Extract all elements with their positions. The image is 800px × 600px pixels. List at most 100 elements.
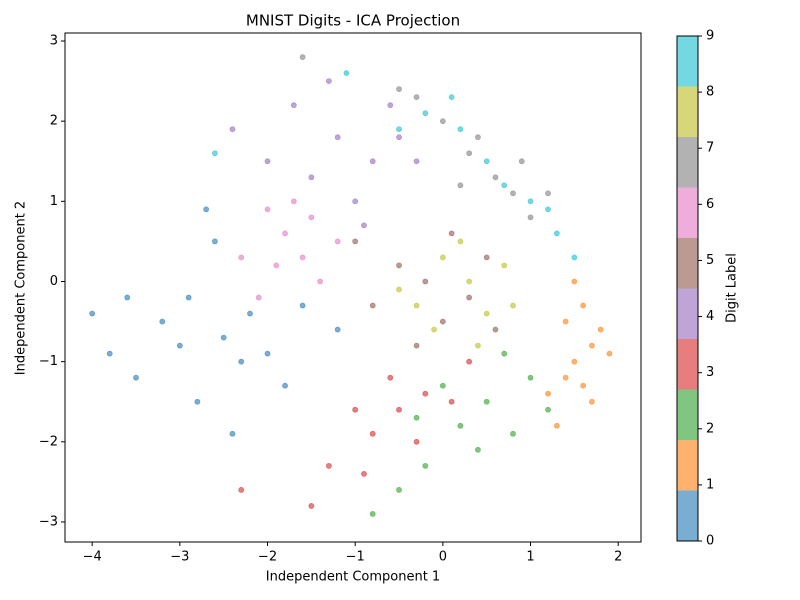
colorbar-tick-label: 5: [706, 253, 714, 268]
colorbar-segment: [677, 440, 698, 491]
scatter-point: [238, 486, 245, 493]
scatter-point: [501, 182, 508, 189]
scatter-point: [325, 78, 332, 84]
scatter-point: [545, 406, 551, 413]
scatter-point: [159, 318, 166, 325]
scatter-point: [185, 294, 192, 301]
colorbar-segment: [677, 36, 698, 87]
scatter-point: [589, 398, 595, 405]
scatter-point: [299, 302, 306, 309]
scatter-point: [518, 158, 525, 165]
scatter-point: [264, 206, 271, 213]
colorbar-tick-label: 1: [706, 477, 714, 492]
scatter-point: [396, 406, 402, 413]
scatter-point: [282, 230, 288, 237]
scatter-point: [483, 254, 490, 261]
x-tick-label: −1: [346, 550, 365, 565]
scatter-point: [308, 214, 315, 221]
scatter-point: [483, 158, 490, 165]
scatter-point: [194, 398, 201, 405]
scatter-point: [571, 254, 578, 261]
scatter-point: [413, 342, 420, 349]
x-tick-label: 2: [614, 550, 622, 565]
scatter-point: [457, 126, 464, 133]
colorbar-tick-label: 9: [706, 29, 714, 44]
scatter-point: [387, 374, 394, 381]
scatter-point: [422, 462, 429, 469]
scatter-point: [571, 358, 578, 365]
scatter-point: [290, 198, 297, 205]
scatter-point: [273, 262, 280, 269]
colorbar-label: Digit Label: [725, 253, 740, 323]
scatter-point: [597, 326, 604, 333]
scatter-point: [580, 382, 587, 389]
y-axis-label: Independent Component 2: [14, 201, 29, 375]
scatter-point: [448, 94, 455, 101]
scatter-point: [369, 430, 376, 437]
scatter-point: [527, 198, 534, 205]
scatter-point: [422, 390, 429, 397]
x-tick-label: −4: [83, 550, 102, 565]
scatter-point: [439, 318, 446, 325]
scatter-point: [106, 350, 113, 357]
scatter-point: [264, 158, 271, 165]
scatter-point: [606, 350, 613, 357]
colorbar-frame: [676, 35, 699, 542]
scatter-point: [492, 174, 499, 181]
scatter-point: [431, 326, 437, 333]
scatter-point: [527, 214, 534, 221]
scatter-point: [510, 190, 516, 197]
scatter-point: [255, 294, 262, 301]
scatter-point: [203, 206, 210, 213]
scatter-point: [343, 70, 350, 76]
scatter-point: [334, 326, 341, 333]
scatter-point: [492, 326, 499, 333]
colorbar-tick-label: 8: [706, 85, 714, 100]
plot-frame: [64, 32, 642, 543]
scatter-point: [589, 342, 595, 349]
scatter-point: [176, 342, 183, 349]
scatter-point: [352, 198, 359, 205]
scatter-point: [238, 254, 245, 261]
colorbar-segment: [677, 288, 698, 339]
scatter-point: [212, 150, 218, 157]
scatter-point: [457, 422, 464, 429]
scatter-point: [334, 238, 341, 245]
y-tick-label: 0: [50, 274, 58, 289]
scatter-point: [562, 374, 569, 381]
x-tick-label: −3: [170, 550, 189, 565]
colorbar-tick-label: 2: [706, 421, 714, 436]
scatter-point: [466, 278, 473, 285]
scatter-point: [133, 374, 139, 381]
scatter-point: [571, 278, 578, 285]
scatter-point: [290, 102, 297, 109]
scatter-point: [396, 86, 402, 93]
scatter-point: [334, 134, 341, 141]
scatter-point: [439, 254, 446, 261]
scatter-point: [369, 511, 376, 517]
scatter-point: [396, 286, 402, 293]
scatter-point: [212, 238, 218, 245]
scatter-point: [562, 318, 569, 325]
scatter-point: [282, 382, 288, 389]
scatter-point: [545, 390, 551, 397]
scatter-point: [325, 462, 332, 469]
scatter-point: [387, 102, 394, 109]
scatter-point: [475, 342, 481, 349]
scatter-point: [352, 238, 359, 245]
scatter-point: [317, 278, 324, 285]
scatter-point: [247, 310, 253, 317]
scatter-point: [352, 406, 359, 413]
scatter-point: [553, 422, 560, 429]
x-tick-label: −2: [258, 550, 277, 565]
scatter-point: [396, 262, 402, 269]
scatter-point: [299, 254, 306, 261]
scatter-point: [510, 430, 516, 437]
colorbar-segment: [677, 490, 698, 541]
colorbar-segment: [677, 238, 698, 289]
scatter-point: [308, 503, 315, 509]
scatter-point: [457, 182, 464, 189]
x-tick-label: 0: [439, 550, 447, 565]
